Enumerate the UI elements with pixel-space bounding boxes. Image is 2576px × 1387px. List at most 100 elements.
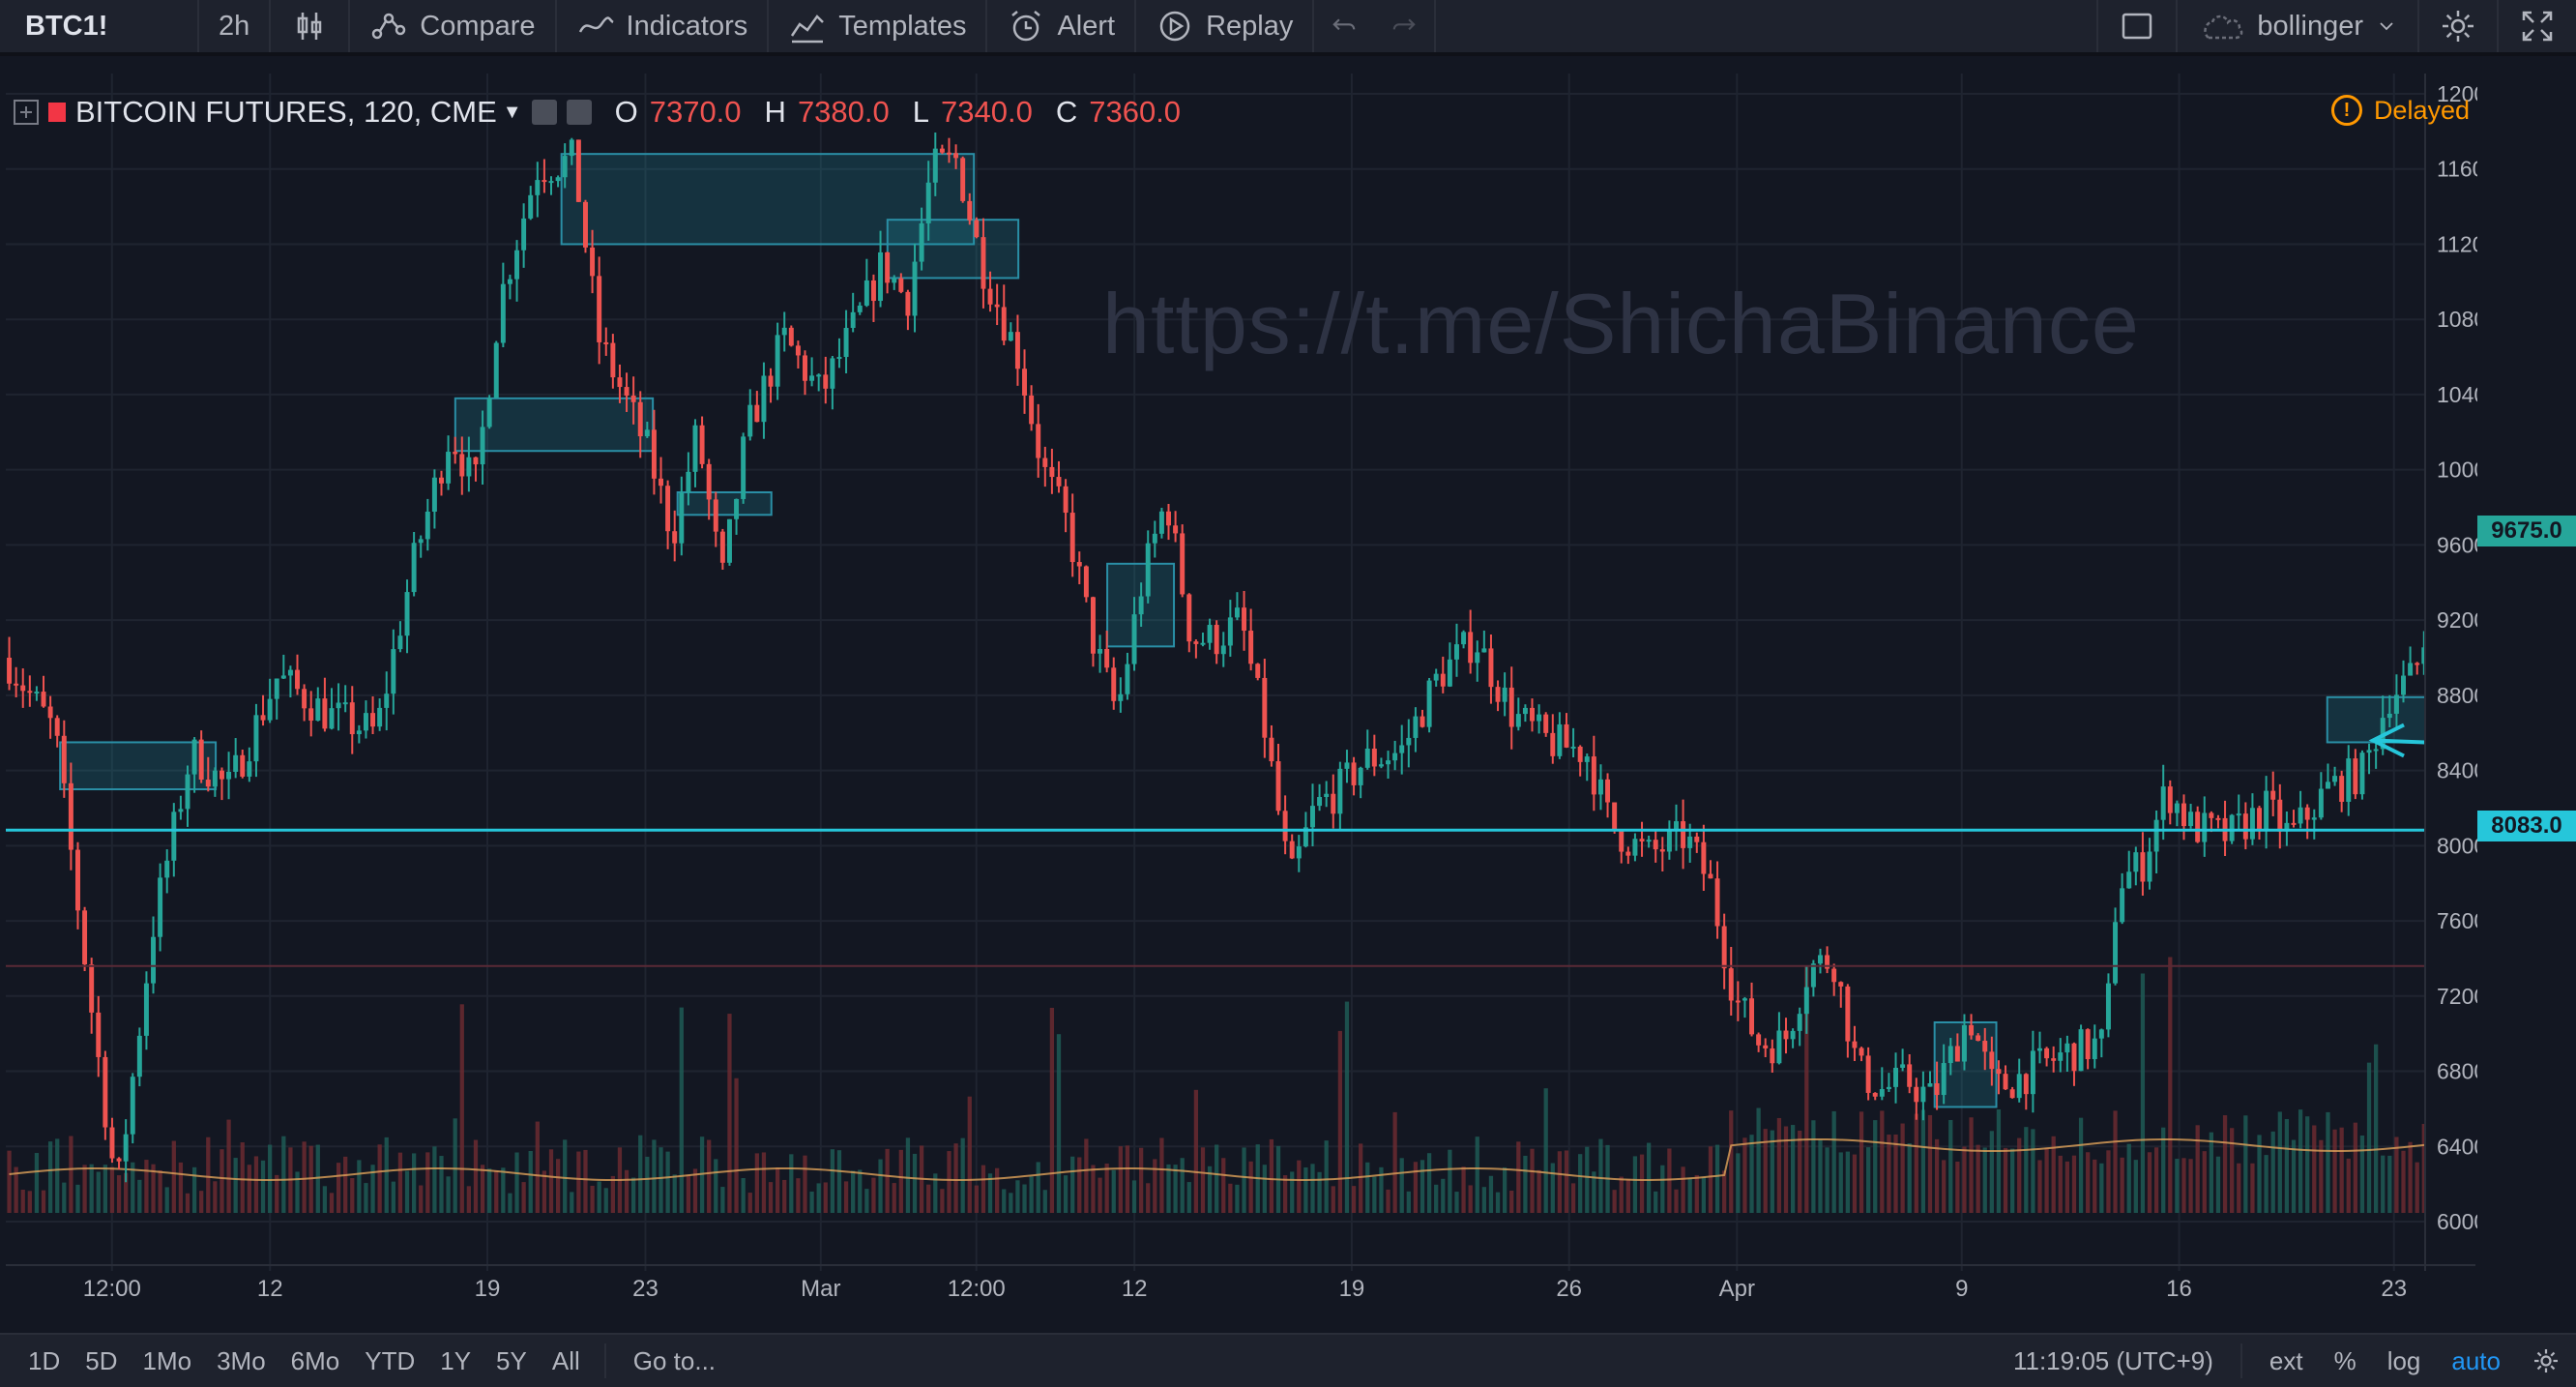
auto-toggle[interactable]: auto xyxy=(2451,1345,2501,1375)
hline-price-badge[interactable]: 8083.0 xyxy=(2477,811,2576,841)
templates-button[interactable]: Templates xyxy=(769,0,988,52)
candle-body xyxy=(1076,562,1082,567)
chart-area[interactable]: 12000.0 11600.0 11200.0 10800.0 10400.0 10000… xyxy=(6,74,2477,1325)
candle-body xyxy=(2298,807,2303,824)
delayed-status[interactable]: ! Delayed xyxy=(2330,95,2470,126)
expand-legend-icon[interactable] xyxy=(14,100,39,125)
candle-body xyxy=(987,288,993,305)
volume-bar xyxy=(487,1168,492,1213)
watermark-text: https://t.me/ShichaBinance xyxy=(1102,276,2140,371)
volume-bar xyxy=(1660,1165,1665,1213)
volume-bar xyxy=(1324,1140,1329,1213)
volume-bar xyxy=(659,1147,663,1213)
volume-bar xyxy=(2237,1163,2241,1213)
range-button-1d[interactable]: 1D xyxy=(28,1345,61,1375)
range-button-1mo[interactable]: 1Mo xyxy=(142,1345,192,1375)
candle-body xyxy=(1961,1024,1967,1062)
volume-bar xyxy=(1461,1166,1466,1213)
candle-body xyxy=(1810,963,1816,988)
interval-button[interactable]: 2h xyxy=(199,0,272,52)
candle-body xyxy=(719,531,725,563)
range-button-6mo[interactable]: 6Mo xyxy=(290,1345,340,1375)
axis-settings-button[interactable] xyxy=(2516,1346,2576,1375)
volume-bar xyxy=(2009,1148,2015,1213)
chart-style-button[interactable] xyxy=(271,0,351,52)
fullscreen-toggle-button[interactable] xyxy=(2098,0,2179,52)
price-chart[interactable]: 12000.0 11600.0 11200.0 10800.0 10400.0 10000… xyxy=(6,74,2477,1325)
redo-button[interactable] xyxy=(1374,0,1437,52)
candle-body xyxy=(939,148,945,153)
volume-bar xyxy=(1131,1180,1137,1213)
clock-label[interactable]: 11:19:05 (UTC+9) xyxy=(2012,1345,2213,1375)
volume-bar xyxy=(1180,1158,1185,1213)
price-tick-label: 10400.0 xyxy=(2437,382,2477,407)
candle-body xyxy=(1530,707,1535,722)
candle-body xyxy=(1413,716,1419,738)
log-toggle[interactable]: log xyxy=(2386,1345,2421,1375)
settings-small-icon[interactable] xyxy=(566,100,592,125)
candle-body xyxy=(850,311,856,329)
candle-body xyxy=(116,1158,122,1162)
caret-down-icon[interactable]: ▼ xyxy=(502,101,522,123)
volume-bar xyxy=(268,1144,273,1213)
candle-body xyxy=(1063,486,1068,514)
range-button-3mo[interactable]: 3Mo xyxy=(217,1345,266,1375)
symbol-search-button[interactable]: BTC1! xyxy=(0,0,199,52)
indicators-button[interactable]: Indicators xyxy=(557,0,770,52)
candle-body xyxy=(905,291,911,316)
candle-body xyxy=(555,177,561,182)
volume-bar xyxy=(1654,1191,1658,1213)
candle-body xyxy=(528,194,534,219)
undo-button[interactable] xyxy=(1314,0,1374,52)
range-button-5y[interactable]: 5Y xyxy=(496,1345,527,1375)
eye-icon[interactable] xyxy=(531,100,557,125)
candle-body xyxy=(1461,632,1467,645)
range-button-ytd[interactable]: YTD xyxy=(365,1345,416,1375)
goto-button[interactable]: Go to... xyxy=(632,1345,717,1375)
volume-bar xyxy=(1982,1147,1987,1213)
candle-body xyxy=(493,342,499,398)
chevron-down-icon xyxy=(2380,22,2393,31)
candle-body xyxy=(384,694,390,708)
settings-button[interactable] xyxy=(2419,0,2499,52)
compare-button[interactable]: Compare xyxy=(350,0,557,52)
candle-body xyxy=(68,782,73,850)
symbol-title[interactable]: BITCOIN FUTURES, 120, CME xyxy=(75,95,497,129)
alert-button[interactable]: Alert xyxy=(987,0,1137,52)
range-button-all[interactable]: All xyxy=(551,1345,580,1375)
replay-button[interactable]: Replay xyxy=(1136,0,1315,52)
volume-bar xyxy=(1914,1113,1918,1213)
volume-bar xyxy=(178,1162,184,1213)
layout-menu-button[interactable]: bollinger xyxy=(2178,0,2419,52)
candle-body xyxy=(2304,807,2310,820)
candle-body xyxy=(2085,1029,2091,1060)
volume-bar xyxy=(1550,1163,1555,1213)
candle-body xyxy=(1447,659,1452,687)
ext-toggle[interactable]: ext xyxy=(2269,1345,2303,1375)
candle-body xyxy=(1118,694,1124,701)
candle-body xyxy=(761,375,767,423)
gear-icon xyxy=(2443,11,2474,42)
candle-body xyxy=(569,139,574,157)
candle-body xyxy=(411,543,417,593)
time-tick-label: 12 xyxy=(257,1276,283,1302)
flag-icon[interactable] xyxy=(48,103,66,122)
candle-body xyxy=(2264,790,2269,831)
volume-bar xyxy=(2202,1151,2207,1213)
volume-bar xyxy=(1763,1129,1768,1213)
maximize-button[interactable] xyxy=(2499,0,2576,52)
range-button-5d[interactable]: 5D xyxy=(85,1345,118,1375)
volume-bar xyxy=(1049,1007,1055,1213)
volume-bar xyxy=(1468,1185,1473,1213)
candle-body xyxy=(1893,1067,1899,1087)
volume-bar xyxy=(858,1169,863,1213)
volume-bar xyxy=(357,1160,362,1213)
volume-bar xyxy=(1262,1165,1267,1213)
volume-bar xyxy=(350,1178,355,1213)
volume-bar xyxy=(2086,1152,2091,1213)
candle-body xyxy=(788,327,794,346)
range-button-1y[interactable]: 1Y xyxy=(440,1345,472,1375)
volume-bar xyxy=(1825,1147,1830,1213)
percent-toggle[interactable]: % xyxy=(2333,1345,2356,1375)
volume-bar xyxy=(1042,1190,1047,1213)
